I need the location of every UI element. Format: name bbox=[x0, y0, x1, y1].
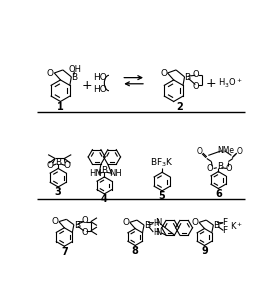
Text: N: N bbox=[155, 218, 162, 227]
Text: B: B bbox=[185, 73, 191, 82]
Text: 9: 9 bbox=[201, 246, 208, 256]
Text: F: F bbox=[222, 218, 227, 227]
Text: B: B bbox=[74, 221, 80, 230]
Text: −: − bbox=[77, 217, 85, 227]
Text: H: H bbox=[153, 228, 159, 236]
Text: O: O bbox=[81, 228, 88, 237]
Text: −: − bbox=[147, 218, 155, 228]
Text: −: − bbox=[216, 218, 224, 228]
Text: O: O bbox=[64, 161, 71, 170]
Text: 3: 3 bbox=[55, 187, 62, 197]
Text: F: F bbox=[222, 226, 227, 235]
Text: B: B bbox=[101, 166, 108, 175]
Text: B: B bbox=[213, 221, 219, 230]
Text: K$^+$: K$^+$ bbox=[230, 221, 243, 233]
Text: NH: NH bbox=[109, 169, 122, 178]
Text: 4: 4 bbox=[101, 194, 108, 204]
Text: 7: 7 bbox=[61, 247, 68, 257]
Text: HO: HO bbox=[93, 73, 107, 82]
Text: +: + bbox=[82, 79, 93, 92]
Text: O: O bbox=[197, 147, 203, 156]
Text: B: B bbox=[144, 221, 150, 230]
Text: H: H bbox=[153, 219, 159, 228]
Text: 6: 6 bbox=[215, 189, 222, 199]
Text: O: O bbox=[52, 217, 59, 226]
Text: O: O bbox=[193, 70, 199, 79]
Text: O: O bbox=[47, 161, 54, 170]
Text: N: N bbox=[155, 228, 162, 237]
Text: NMe: NMe bbox=[218, 146, 235, 155]
Text: O: O bbox=[122, 218, 130, 227]
Text: BF$_3$K: BF$_3$K bbox=[150, 156, 174, 168]
Text: O: O bbox=[160, 69, 167, 78]
Text: B: B bbox=[217, 162, 223, 171]
Text: 8: 8 bbox=[132, 246, 139, 256]
Text: HN: HN bbox=[90, 169, 102, 178]
Text: B: B bbox=[55, 158, 61, 167]
Text: OH: OH bbox=[69, 66, 82, 74]
Text: O: O bbox=[81, 216, 88, 225]
Text: B: B bbox=[72, 73, 78, 82]
Text: 2: 2 bbox=[177, 102, 183, 112]
Text: H$_3$O$^+$: H$_3$O$^+$ bbox=[218, 76, 242, 90]
Text: O: O bbox=[192, 218, 199, 227]
Text: O: O bbox=[226, 164, 232, 173]
Text: +: + bbox=[205, 76, 216, 89]
Text: 5: 5 bbox=[159, 191, 166, 201]
Text: HO: HO bbox=[93, 85, 107, 94]
Text: O: O bbox=[207, 164, 213, 173]
Text: 1: 1 bbox=[57, 102, 64, 112]
Text: O: O bbox=[47, 69, 54, 78]
Text: O: O bbox=[236, 147, 242, 156]
Text: O: O bbox=[193, 82, 199, 91]
